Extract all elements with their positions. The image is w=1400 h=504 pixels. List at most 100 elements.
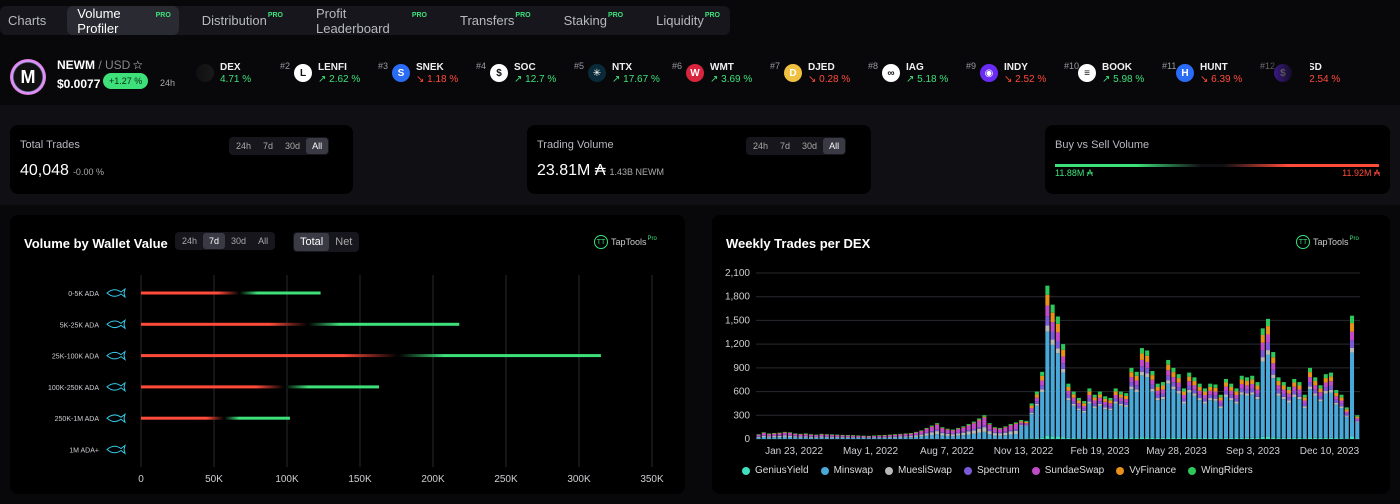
wallet-tf-all-button[interactable]: All <box>258 236 269 246</box>
legend-dot <box>1116 466 1125 475</box>
token-icon: L <box>294 64 312 82</box>
dex-bar-segment <box>1061 344 1066 350</box>
legend-item[interactable]: GeniusYield <box>742 465 809 476</box>
dex-bar-segment <box>1276 393 1281 396</box>
dex-bar-segment <box>1244 393 1250 396</box>
timeframe-30d-button[interactable]: 30d <box>802 141 818 151</box>
dex-bar-segment <box>1113 398 1118 402</box>
timeframe-all-button[interactable]: All <box>823 138 846 154</box>
tab-liquidity[interactable]: Liquidity PRO <box>656 12 720 28</box>
dex-bar-segment <box>1208 386 1213 391</box>
wallet-volume-bar <box>141 385 379 389</box>
ticker-rank: #11 <box>1162 61 1177 71</box>
dex-bar-segment <box>1034 438 1039 439</box>
timeframe-7d-button[interactable]: 7d <box>780 141 791 151</box>
dex-bar-segment <box>887 437 892 439</box>
dex-bar-segment <box>756 436 761 437</box>
dex-bar-segment <box>819 437 824 439</box>
dex-bar-segment <box>1103 396 1108 399</box>
total-trades-label: Total Trades <box>20 139 80 151</box>
dex-bar-segment <box>1050 344 1055 437</box>
selected-token[interactable]: M NEWM / USD ☆ $0.0077 +1.27 % 24h ⌄ <box>10 52 190 98</box>
legend-item[interactable]: WingRiders <box>1188 465 1253 476</box>
tab-volume-profiler[interactable]: Volume Profiler PRO <box>67 6 179 36</box>
ticker-item[interactable]: #9 ◉ INDY ↘ 2.52 % <box>966 52 1064 98</box>
timeframe-24h-button[interactable]: 24h <box>753 141 769 151</box>
dex-bar-segment <box>1265 354 1271 437</box>
dex-bar-segment <box>961 431 966 433</box>
x-tick-label: 150K <box>348 474 372 485</box>
dex-bar-segment <box>1139 359 1144 367</box>
ticker-item[interactable]: #7 D DJED ↘ 0.28 % <box>770 52 868 98</box>
dex-bar-segment <box>866 436 871 438</box>
dex-bar-segment <box>1339 403 1344 407</box>
dex-bar-segment <box>1097 394 1102 398</box>
dex-bar-segment <box>893 436 898 438</box>
timeframe-select[interactable]: 24h ⌄ <box>160 78 186 88</box>
dex-bar-segment <box>1313 389 1318 394</box>
token-icon: ∞ <box>882 64 900 82</box>
dex-bar-segment <box>893 434 898 436</box>
dex-bar-segment <box>977 419 982 421</box>
wallet-mode-net-button[interactable]: Net <box>335 236 353 248</box>
favorite-star-icon[interactable]: ☆ <box>132 58 144 72</box>
dex-bar-segment <box>982 431 987 439</box>
dex-bar-segment <box>1129 386 1134 390</box>
dex-bar-segment <box>1239 383 1244 389</box>
ticker-item[interactable]: #2 L LENFI ↗ 2.62 % <box>280 52 378 98</box>
dex-bar-segment <box>1218 400 1223 404</box>
wallet-tf-7d-button[interactable]: 7d <box>203 233 226 249</box>
timeframe-all-button[interactable]: All <box>306 138 329 154</box>
ticker-item[interactable]: #8 ∞ IAG ↗ 5.18 % <box>868 52 966 98</box>
dex-bar-segment <box>1071 405 1076 439</box>
dex-bar-segment <box>1192 437 1197 439</box>
wallet-mode-total-button[interactable]: Total <box>294 233 330 251</box>
timeframe-7d-button[interactable]: 7d <box>263 141 274 151</box>
dex-bar-segment <box>1255 437 1260 439</box>
ticker-item[interactable]: #11 H HUNT ↘ 6.39 % <box>1162 52 1260 98</box>
ticker-item[interactable]: #5 ✳ NTX ↗ 17.67 % <box>574 52 672 98</box>
dex-bar-segment <box>835 434 840 436</box>
legend-item[interactable]: Minswap <box>820 465 873 476</box>
dex-bar-segment <box>793 433 798 434</box>
dex-bar-segment <box>1302 438 1307 439</box>
ticker-item[interactable]: #4 $ SOC ↗ 12.7 % <box>476 52 574 98</box>
dex-bar-segment <box>924 428 929 430</box>
tab-transfers[interactable]: Transfers PRO <box>459 12 531 28</box>
ticker-item[interactable]: #3 S SNEK ↘ 1.18 % <box>378 52 476 98</box>
tab-staking[interactable]: Staking PRO <box>563 12 624 28</box>
dex-bar-segment <box>824 437 829 439</box>
dex-bar-segment <box>919 436 924 439</box>
dex-bar-segment <box>1344 409 1349 412</box>
dex-bar-segment <box>756 434 761 437</box>
dex-bar-segment <box>1239 379 1244 384</box>
dex-bar-segment <box>1276 437 1281 439</box>
dex-bar-segment <box>1087 401 1092 404</box>
dex-bar-segment <box>1176 393 1181 438</box>
dex-bar-segment <box>1239 437 1244 439</box>
dex-bar-segment <box>1013 424 1018 430</box>
ticker-symbol: IAG <box>906 62 924 73</box>
legend-item[interactable]: SundaeSwap <box>1031 465 1104 476</box>
ticker-item[interactable]: #6 W WMT ↗ 3.69 % <box>672 52 770 98</box>
ticker-item[interactable]: #10 ≡ BOOK ↗ 5.98 % <box>1064 52 1162 98</box>
timeframe-30d-button[interactable]: 30d <box>285 141 301 151</box>
legend-item[interactable]: Spectrum <box>963 465 1020 476</box>
tab-distribution[interactable]: Distribution PRO <box>201 12 283 28</box>
timeframe-24h-button[interactable]: 24h <box>236 141 252 151</box>
dex-bar-segment <box>1260 357 1265 362</box>
wallet-tf-30d-button[interactable]: 30d <box>231 236 247 246</box>
legend-item[interactable]: MuesliSwap <box>885 465 952 476</box>
dex-bar-segment <box>1344 411 1349 414</box>
dex-bar-segment <box>803 435 808 437</box>
wallet-tf-24h-button[interactable]: 24h <box>182 236 198 246</box>
total-trades-timeframe: 24h 7d 30d All <box>229 137 330 155</box>
dex-bar-segment <box>1160 437 1165 439</box>
dex-bar-segment <box>1318 388 1323 393</box>
dex-bar-segment <box>1197 394 1202 399</box>
tab-charts[interactable]: Charts <box>8 13 47 28</box>
dex-bar-segment <box>1108 403 1113 407</box>
legend-item[interactable]: VyFinance <box>1116 465 1176 476</box>
newm-logo-icon: M <box>10 59 46 95</box>
tab-profit-leaderboard[interactable]: Profit Leaderboard PRO <box>315 5 427 36</box>
